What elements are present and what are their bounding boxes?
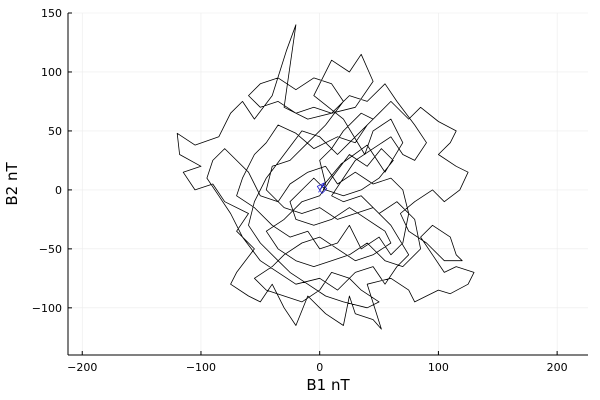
x-axis-label: B1 nT <box>306 376 350 394</box>
series-line-1 <box>316 182 328 194</box>
y-tick-label: 100 <box>41 66 62 79</box>
y-tick-label: 50 <box>48 125 62 138</box>
x-tick-label: −200 <box>67 361 97 374</box>
data-layer <box>176 24 475 330</box>
x-tick-label: 0 <box>316 361 323 374</box>
x-tick-label: 200 <box>547 361 568 374</box>
axes: −200 −100 0 100 200 −100 −50 0 50 100 150 <box>32 7 588 374</box>
x-tick-label: −100 <box>186 361 216 374</box>
x-tick-label: 100 <box>428 361 449 374</box>
grid <box>68 12 588 355</box>
y-tick-label: 150 <box>41 7 62 20</box>
y-axis-label: B2 nT <box>3 162 21 206</box>
y-tick-label: −100 <box>32 302 62 315</box>
series-line-0 <box>176 24 475 330</box>
y-tick-label: 0 <box>55 184 62 197</box>
y-tick-label: −50 <box>39 243 62 256</box>
